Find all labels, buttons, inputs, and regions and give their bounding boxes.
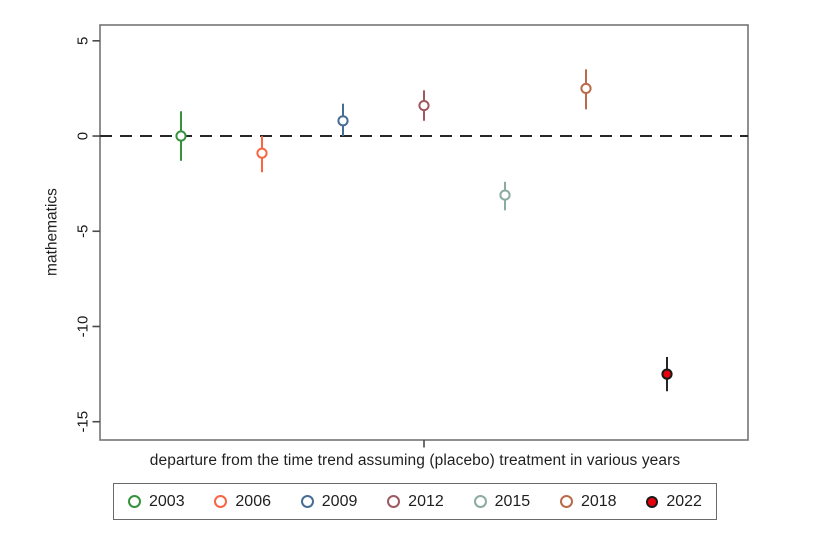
legend-marker-icon [559, 495, 573, 508]
data-point-2009 [337, 115, 349, 127]
y-axis-title: mathematics [44, 188, 61, 276]
legend-label: 2006 [235, 492, 271, 510]
plot-frame [99, 24, 749, 441]
y-tick-label: -10 [75, 316, 92, 338]
legend-marker-icon [387, 495, 401, 508]
y-tick-label: -5 [75, 225, 92, 238]
data-point-2015 [499, 189, 511, 201]
legend-label: 2018 [580, 492, 617, 510]
data-point-2006 [256, 147, 268, 159]
legend-item-2015: 2015 [473, 492, 531, 511]
x-axis-title: departure from the time trend assuming (… [149, 452, 681, 469]
legend-label: 2003 [149, 492, 185, 510]
legend-label: 2015 [494, 492, 531, 510]
y-tick-label: 5 [75, 37, 92, 45]
data-point-2012 [418, 99, 430, 112]
data-point-2018 [580, 82, 592, 95]
legend-label: 2022 [666, 492, 702, 510]
legend: 2003 2006 2009 2012 2015 2018 2022 [113, 483, 717, 520]
legend-marker-icon [128, 495, 141, 508]
legend-item-2006: 2006 [214, 493, 271, 511]
data-point-2022 [661, 368, 673, 380]
legend-marker-icon [473, 495, 487, 508]
legend-label: 2009 [321, 492, 358, 510]
legend-item-2018: 2018 [559, 492, 617, 511]
data-point-2003 [175, 130, 187, 142]
legend-item-2022: 2022 [646, 493, 702, 511]
legend-marker-icon [300, 495, 314, 508]
legend-label: 2012 [408, 492, 444, 510]
legend-item-2009: 2009 [300, 492, 358, 511]
legend-item-2003: 2003 [128, 493, 185, 511]
legend-item-2012: 2012 [387, 493, 444, 511]
y-tick-label: 0 [75, 132, 92, 140]
y-tick-label: -15 [75, 411, 92, 433]
legend-marker-icon [646, 495, 659, 508]
legend-marker-icon [214, 495, 228, 508]
